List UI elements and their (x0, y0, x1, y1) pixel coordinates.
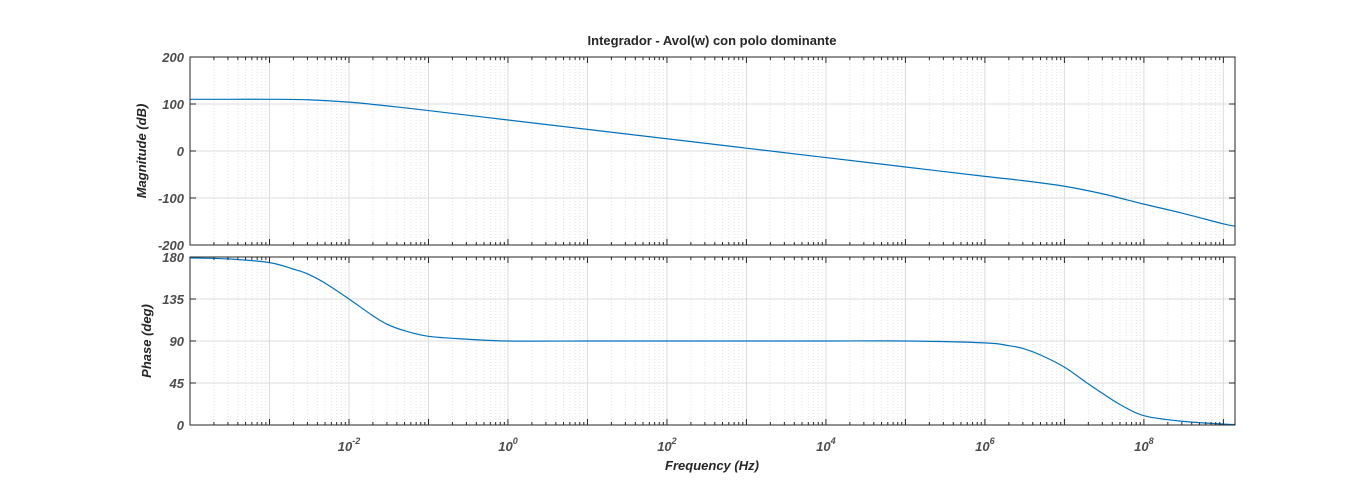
x-axis-label: Frequency (Hz) (665, 458, 759, 473)
magnitude-y-axis-label: Magnitude (dB) (134, 104, 149, 199)
magnitude-y-ticks: 200 100 0 -100 -200 (158, 50, 1235, 253)
magnitude-series (190, 98, 1236, 227)
phase-y-ticks: 180 135 90 45 0 (162, 250, 1235, 433)
x-tick-label: 10-2 (338, 436, 360, 454)
phase-series-line (189, 257, 1236, 426)
y-tick-label: 100 (162, 97, 184, 112)
phase-y-axis-label: Phase (deg) (139, 304, 154, 378)
x-tick-label: 100 (498, 436, 517, 454)
magnitude-series-line (190, 98, 1236, 227)
phase-series (189, 257, 1236, 426)
y-tick-label: -100 (158, 191, 185, 206)
magnitude-panel: 200 100 0 -100 -200 Magnitude (dB) (134, 50, 1236, 253)
y-tick-label: 0 (177, 418, 185, 433)
y-tick-label: 45 (169, 376, 185, 391)
phase-x-ticks: 10-2 100 102 104 106 108 (189, 257, 1224, 454)
y-tick-label: -200 (158, 238, 185, 253)
x-tick-label: 106 (975, 436, 995, 454)
phase-panel: 180 135 90 45 0 10-2 100 102 104 106 108 Phase (d… (139, 250, 1236, 473)
y-tick-label: 0 (177, 144, 185, 159)
x-tick-label: 102 (657, 436, 676, 454)
x-tick-label: 108 (1134, 436, 1153, 454)
chart-title: Integrador - Avol(w) con polo dominante (588, 33, 837, 48)
y-tick-label: 180 (162, 250, 184, 265)
magnitude-x-ticks (189, 57, 1224, 245)
y-tick-label: 135 (162, 292, 184, 307)
y-tick-label: 200 (161, 50, 184, 65)
y-tick-label: 90 (170, 334, 185, 349)
x-tick-label: 104 (816, 436, 835, 454)
